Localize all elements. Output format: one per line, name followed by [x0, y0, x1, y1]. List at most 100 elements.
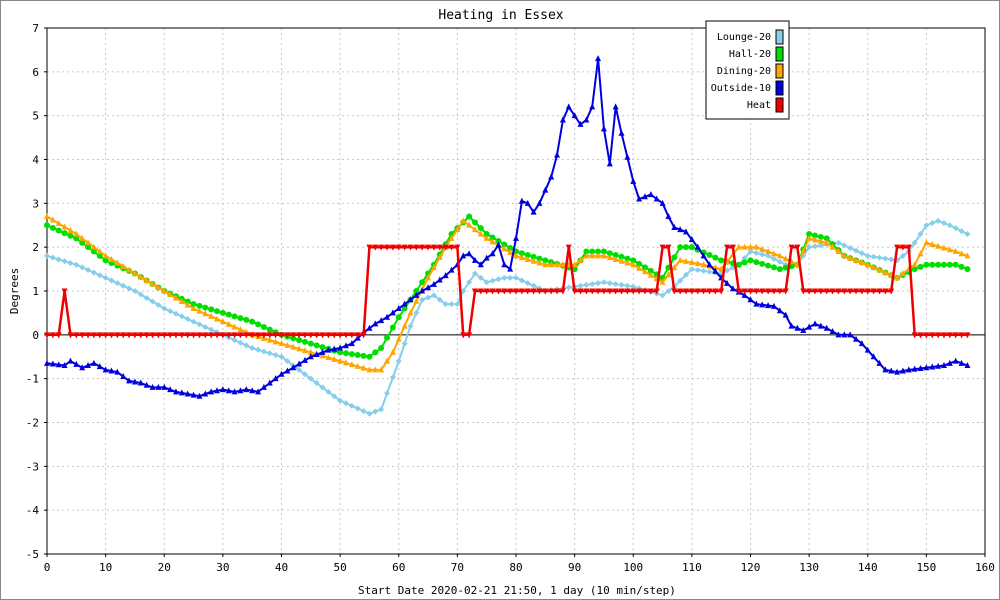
data-point [155, 283, 162, 290]
data-point [348, 361, 355, 368]
data-point [284, 341, 291, 348]
data-point [79, 239, 86, 246]
data-point [419, 287, 426, 294]
data-point [255, 388, 262, 395]
data-point [882, 255, 889, 262]
data-point [712, 267, 719, 274]
data-point [952, 261, 959, 268]
data-point [759, 288, 766, 295]
data-point [448, 244, 455, 251]
data-point [137, 379, 144, 386]
data-point [724, 267, 731, 274]
data-point [407, 244, 414, 251]
data-point [436, 253, 443, 260]
data-point [102, 257, 109, 264]
data-point [600, 125, 607, 132]
data-point [706, 261, 713, 268]
data-point [589, 248, 596, 255]
data-point [776, 266, 783, 273]
data-point [120, 282, 127, 289]
data-point [618, 281, 625, 288]
data-point [108, 367, 115, 374]
y-tick-label: 0 [32, 329, 39, 342]
x-tick-label: 160 [975, 561, 995, 574]
data-point [747, 248, 754, 255]
data-point [319, 344, 326, 351]
legend-swatch [775, 97, 784, 113]
data-point [155, 383, 162, 390]
data-point [600, 252, 607, 259]
legend: Lounge-20 Hall-20 Dining-20 Outside-10 Heat [705, 20, 790, 120]
data-point [126, 285, 133, 292]
data-point [471, 226, 478, 233]
data-point [425, 244, 432, 251]
data-point [214, 308, 221, 315]
data-point [940, 362, 947, 369]
data-point [196, 321, 203, 328]
data-point [718, 257, 725, 264]
data-point [671, 264, 678, 271]
data-point [583, 281, 590, 288]
y-tick-label: 5 [32, 110, 39, 123]
data-point [137, 273, 144, 280]
data-point [389, 374, 396, 381]
data-point [911, 332, 918, 339]
data-point [208, 326, 215, 333]
data-point [448, 301, 455, 308]
data-point [196, 392, 203, 399]
data-point [958, 250, 965, 257]
data-point [313, 332, 320, 339]
data-point [190, 305, 197, 312]
data-point [149, 383, 156, 390]
data-point [290, 343, 297, 350]
data-point [694, 260, 701, 267]
data-point [870, 288, 877, 295]
data-point [917, 231, 924, 238]
data-point [337, 397, 344, 404]
data-point [554, 261, 561, 268]
chart-title: Heating in Essex [438, 8, 563, 23]
legend-entry-label: Dining-20 [717, 66, 771, 77]
data-point [178, 298, 185, 305]
data-point [266, 332, 273, 339]
data-point [448, 234, 455, 241]
data-point [249, 344, 256, 351]
data-point [61, 288, 68, 295]
data-point [929, 261, 936, 268]
data-point [600, 288, 607, 295]
data-point [413, 309, 420, 316]
data-point [307, 348, 314, 355]
data-point [430, 264, 437, 271]
data-point [858, 288, 865, 295]
data-point [384, 334, 391, 341]
data-point [811, 236, 818, 243]
data-point [219, 309, 226, 316]
data-point [823, 324, 830, 331]
data-point [73, 261, 80, 268]
data-point [718, 288, 725, 295]
data-point [595, 248, 602, 255]
data-point [671, 254, 678, 261]
data-point [325, 346, 332, 353]
data-point [85, 244, 92, 251]
data-point [378, 344, 385, 351]
data-point [372, 244, 379, 251]
data-point [255, 332, 262, 339]
data-point [477, 261, 484, 268]
data-point [208, 312, 215, 319]
data-point [208, 332, 215, 339]
data-point [735, 243, 742, 250]
data-point [940, 332, 947, 339]
data-point [624, 288, 631, 295]
data-point [266, 379, 273, 386]
data-point [794, 244, 801, 251]
data-point [788, 244, 795, 251]
data-point [120, 332, 127, 339]
data-point [219, 386, 226, 393]
data-point [208, 388, 215, 395]
y-tick-label: -5 [26, 548, 39, 561]
data-point [237, 332, 244, 339]
data-point [214, 387, 221, 394]
x-tick-label: 70 [451, 561, 464, 574]
y-tick-label: 2 [32, 241, 39, 254]
